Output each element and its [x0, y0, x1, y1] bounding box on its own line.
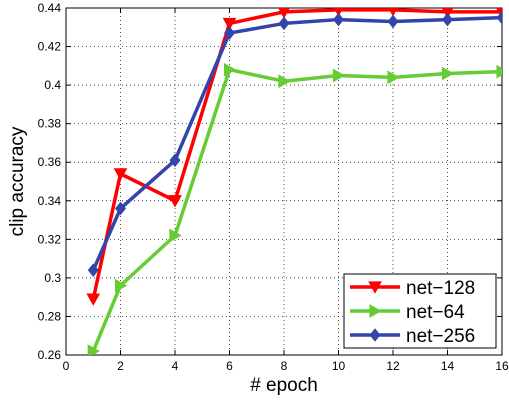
labels-layer: # epoch clip accuracy [7, 126, 318, 396]
y-tick-label: 0.32 [38, 232, 62, 246]
x-tick-label: 14 [441, 359, 455, 373]
data-point [387, 14, 399, 29]
x-tick-label: 0 [63, 359, 70, 373]
data-point [114, 278, 128, 293]
x-tick-label: 2 [117, 359, 124, 373]
axes-layer: 0 2 4 6 8 10 12 14 16 0.26 0.28 0.3 0.32 0.34 0.36 0.38… [38, 1, 509, 373]
x-tick-label: 10 [332, 359, 346, 373]
data-point [278, 16, 290, 31]
data-point [333, 8, 344, 17]
data-point [442, 12, 453, 27]
data-point [87, 263, 99, 277]
x-tick-label: 12 [386, 359, 400, 373]
legend-item: net−64 [350, 302, 465, 323]
data-point [332, 68, 346, 83]
data-point [222, 17, 237, 31]
legend-item: net−256 [350, 326, 475, 347]
y-tick-label: 0.28 [38, 309, 62, 323]
y-tick-label: 0.36 [38, 155, 62, 169]
x-axis-label: # epoch [250, 375, 318, 396]
legend-label: net−128 [406, 278, 475, 299]
y-tick-label: 0.42 [38, 40, 62, 54]
y-tick-label: 0.44 [38, 1, 62, 15]
data-point [86, 293, 101, 306]
legend-label: net−256 [406, 326, 475, 347]
data-point [223, 62, 237, 77]
legend-marker [369, 328, 381, 342]
data-point [278, 74, 291, 89]
data-point [87, 344, 100, 355]
x-tick-label: 6 [226, 359, 233, 373]
data-point [496, 10, 502, 25]
legend-marker [368, 281, 382, 294]
series-3 [87, 10, 502, 277]
data-point [388, 8, 398, 17]
y-tick-label: 0.38 [38, 117, 62, 131]
data-point [224, 26, 235, 40]
data-point [113, 168, 128, 181]
y-tick-label: 0.34 [38, 194, 62, 208]
data-point [441, 66, 455, 81]
x-tick-label: 16 [495, 359, 509, 373]
data-point [496, 64, 502, 79]
x-tick-label: 4 [172, 359, 179, 373]
data-point [168, 195, 182, 208]
series-layer [86, 8, 502, 355]
data-point [169, 153, 181, 168]
y-tick-label: 0.3 [44, 271, 61, 285]
y-tick-label: 0.26 [38, 348, 62, 362]
data-point [333, 12, 344, 27]
legend-marker [369, 304, 382, 318]
data-point [387, 70, 400, 85]
data-point [278, 8, 290, 19]
legend: net−128 net−64 net−256 [343, 273, 497, 349]
data-point [115, 201, 126, 216]
legend-item: net−128 [350, 278, 475, 299]
legend-label: net−64 [406, 302, 465, 323]
x-tick-label: 8 [281, 359, 288, 373]
data-point [169, 228, 182, 243]
y-axis-label: clip accuracy [7, 126, 28, 236]
y-tick-label: 0.4 [44, 78, 61, 92]
series-2 [87, 62, 502, 355]
